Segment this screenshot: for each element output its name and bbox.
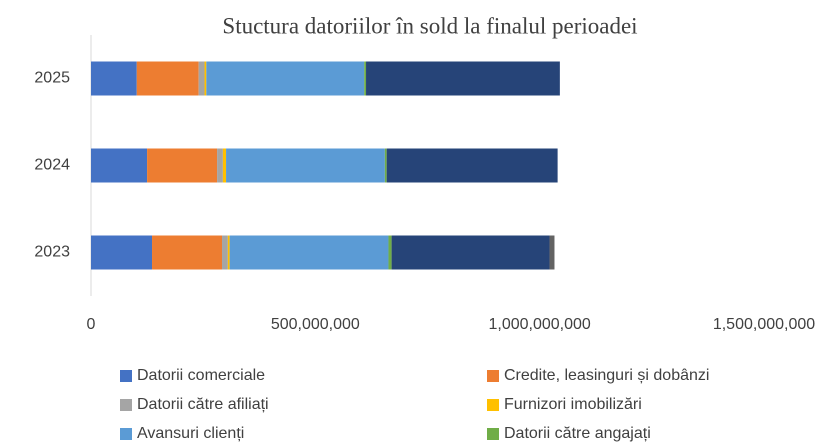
legend-swatch	[487, 428, 499, 440]
bar-segment	[366, 61, 560, 96]
bar-segment	[391, 235, 550, 270]
bar-segment	[204, 61, 207, 96]
bar-segment	[136, 61, 199, 96]
x-tick-label: 1,500,000,000	[713, 316, 815, 333]
y-tick-label: 2025	[34, 70, 70, 87]
legend-swatch	[120, 399, 132, 411]
x-tick-label: 500,000,000	[271, 316, 360, 333]
legend-label: Avansuri clienți	[137, 425, 244, 442]
legend-label: Credite, leasinguri și dobânzi	[504, 367, 709, 384]
y-tick-label: 2023	[34, 244, 70, 261]
bar-segment	[222, 148, 227, 183]
bar-segment	[222, 235, 228, 270]
legend-label: Furnizori imobilizări	[504, 396, 642, 413]
legend-label: Datorii către afiliați	[137, 396, 269, 413]
bar-segment	[388, 235, 392, 270]
bar-segment	[386, 148, 558, 183]
bar-segment	[364, 61, 367, 96]
x-tick-label: 1,000,000,000	[489, 316, 591, 333]
bar-segment	[227, 235, 230, 270]
bar-segment	[91, 61, 137, 96]
bar-segment	[152, 235, 223, 270]
x-tick-label: 0	[87, 316, 96, 333]
legend-swatch	[120, 370, 132, 382]
bar-segment	[226, 148, 385, 183]
legend-swatch	[487, 399, 499, 411]
bar-segment	[206, 61, 365, 96]
legend-swatch	[487, 370, 499, 382]
bar-segment	[217, 148, 223, 183]
bar-segment	[198, 61, 205, 96]
legend-label: Datorii către angajați	[504, 425, 651, 442]
bar-segment	[384, 148, 387, 183]
bar-segment	[91, 148, 148, 183]
bar-segment	[147, 148, 218, 183]
legend-label: Datorii comerciale	[137, 367, 265, 384]
chart-title: Stuctura datoriilor în sold la finalul p…	[222, 13, 637, 38]
y-tick-label: 2024	[34, 157, 70, 174]
bar-segment	[229, 235, 389, 270]
bar-segment	[549, 235, 555, 270]
legend-swatch	[120, 428, 132, 440]
bar-segment	[91, 235, 153, 270]
